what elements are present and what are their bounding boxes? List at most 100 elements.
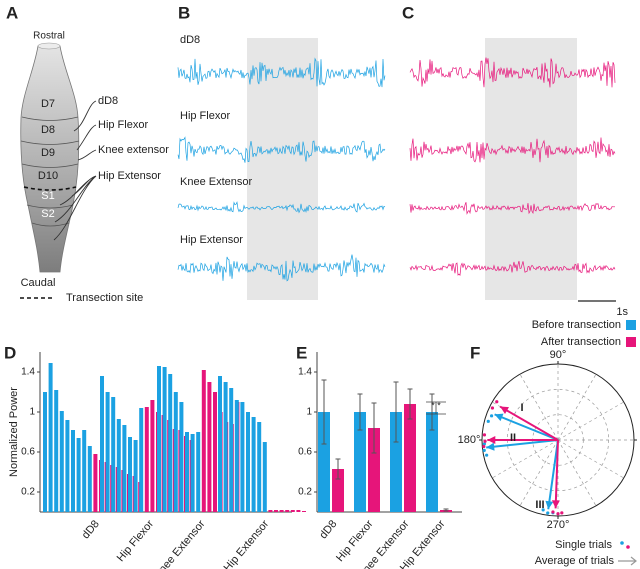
bar	[274, 510, 278, 512]
significance-bracket	[426, 401, 446, 415]
trial-dot	[483, 439, 487, 443]
legend-label: Average of trials	[535, 555, 615, 567]
error-bar	[429, 393, 435, 431]
emg-trace	[177, 201, 386, 214]
average-arrow	[554, 439, 559, 509]
x-tick-label: Hip Flexor	[115, 518, 157, 564]
bar	[404, 404, 416, 512]
y-tick-label: 1	[29, 407, 35, 418]
error-bar	[335, 458, 341, 480]
average-arrow	[547, 439, 559, 510]
panel-letter: E	[296, 343, 307, 362]
emg-trace	[409, 202, 615, 215]
error-bar	[407, 388, 413, 420]
x-tick-label: Hip Extensor	[222, 518, 272, 569]
bar	[43, 392, 47, 512]
y-tick-label: 0.6	[21, 447, 35, 458]
trial-dot	[560, 511, 564, 515]
error-bar	[393, 381, 399, 443]
bar	[82, 430, 87, 512]
bar	[139, 408, 144, 512]
bar	[122, 425, 127, 512]
bar	[257, 422, 262, 512]
legend	[626, 320, 636, 347]
error-bar	[443, 508, 449, 512]
bar	[144, 407, 149, 512]
bar	[93, 454, 98, 512]
trial-dot	[490, 406, 495, 410]
angle-tick-label: 270°	[547, 519, 570, 531]
x-tick-label: Knee Extensor	[152, 518, 208, 569]
bar	[71, 430, 75, 512]
polar-spoke	[492, 439, 559, 479]
bar	[190, 434, 195, 512]
bar	[251, 417, 256, 512]
bar	[87, 446, 92, 512]
bar	[426, 412, 438, 512]
y-tick-label: 0.2	[21, 487, 35, 498]
arrow-head	[486, 442, 495, 451]
bar	[279, 510, 284, 512]
muscle-label: Knee extensor	[98, 144, 169, 156]
bar	[162, 367, 167, 512]
bar	[262, 442, 267, 512]
trial-dot	[482, 433, 487, 437]
trace-label: dD8	[180, 34, 200, 46]
polar-spoke	[519, 374, 559, 441]
legend-dot	[626, 545, 630, 549]
y-tick-label: 1.4	[298, 367, 312, 378]
bar	[179, 402, 184, 512]
legend-swatch	[626, 337, 636, 347]
legend-arrow	[618, 556, 637, 566]
bar	[196, 432, 201, 512]
trial-dot	[482, 442, 486, 446]
cord-top	[37, 42, 61, 50]
panel-letter: A	[6, 3, 18, 22]
bar	[207, 382, 212, 512]
bar	[223, 382, 228, 512]
average-arrow	[499, 405, 559, 441]
legend-swatch	[626, 320, 636, 330]
emg-trace	[177, 254, 386, 282]
average-arrow	[494, 413, 559, 441]
panel-letter: C	[402, 3, 414, 22]
error-bar	[371, 402, 377, 454]
arrow-head	[487, 436, 496, 444]
spinal-cord	[20, 45, 80, 273]
bar	[185, 432, 189, 512]
angle-tick-label: 180°	[458, 434, 481, 446]
bar	[218, 376, 222, 512]
trial-dot	[482, 444, 486, 449]
bar	[201, 370, 206, 512]
trace-label: Knee Extensor	[180, 176, 252, 188]
y-axis-title: Normalized Power	[8, 387, 20, 477]
bar	[59, 411, 64, 512]
segment-label: S2	[41, 208, 54, 220]
cord-diagram	[20, 42, 97, 299]
bar	[296, 510, 301, 512]
emg-traces: dD8 Hip Flexor Knee Extensor Hip Extensor	[177, 34, 616, 282]
bar	[48, 363, 53, 512]
muscle-label: Hip Extensor	[98, 170, 161, 182]
bar	[116, 419, 121, 512]
trial-dot	[541, 508, 545, 512]
arrow-label: II	[510, 432, 516, 444]
bar	[157, 366, 161, 512]
error-bar	[357, 393, 363, 431]
segment-label: D10	[38, 170, 58, 182]
polar-spoke	[557, 439, 597, 506]
arrow-head	[551, 500, 560, 509]
bar	[354, 412, 366, 512]
stimulus-shade	[485, 38, 577, 300]
legend-label: After transection	[541, 336, 621, 348]
trial-dot	[495, 400, 499, 404]
polar-spoke	[557, 439, 624, 479]
panel-letter: D	[4, 343, 16, 362]
emg-trace	[177, 136, 386, 163]
segment-label: D8	[41, 124, 55, 136]
y-tick-label: 1	[306, 407, 312, 418]
trace-label: Hip Extensor	[180, 234, 243, 246]
panel-letter: B	[178, 3, 190, 22]
